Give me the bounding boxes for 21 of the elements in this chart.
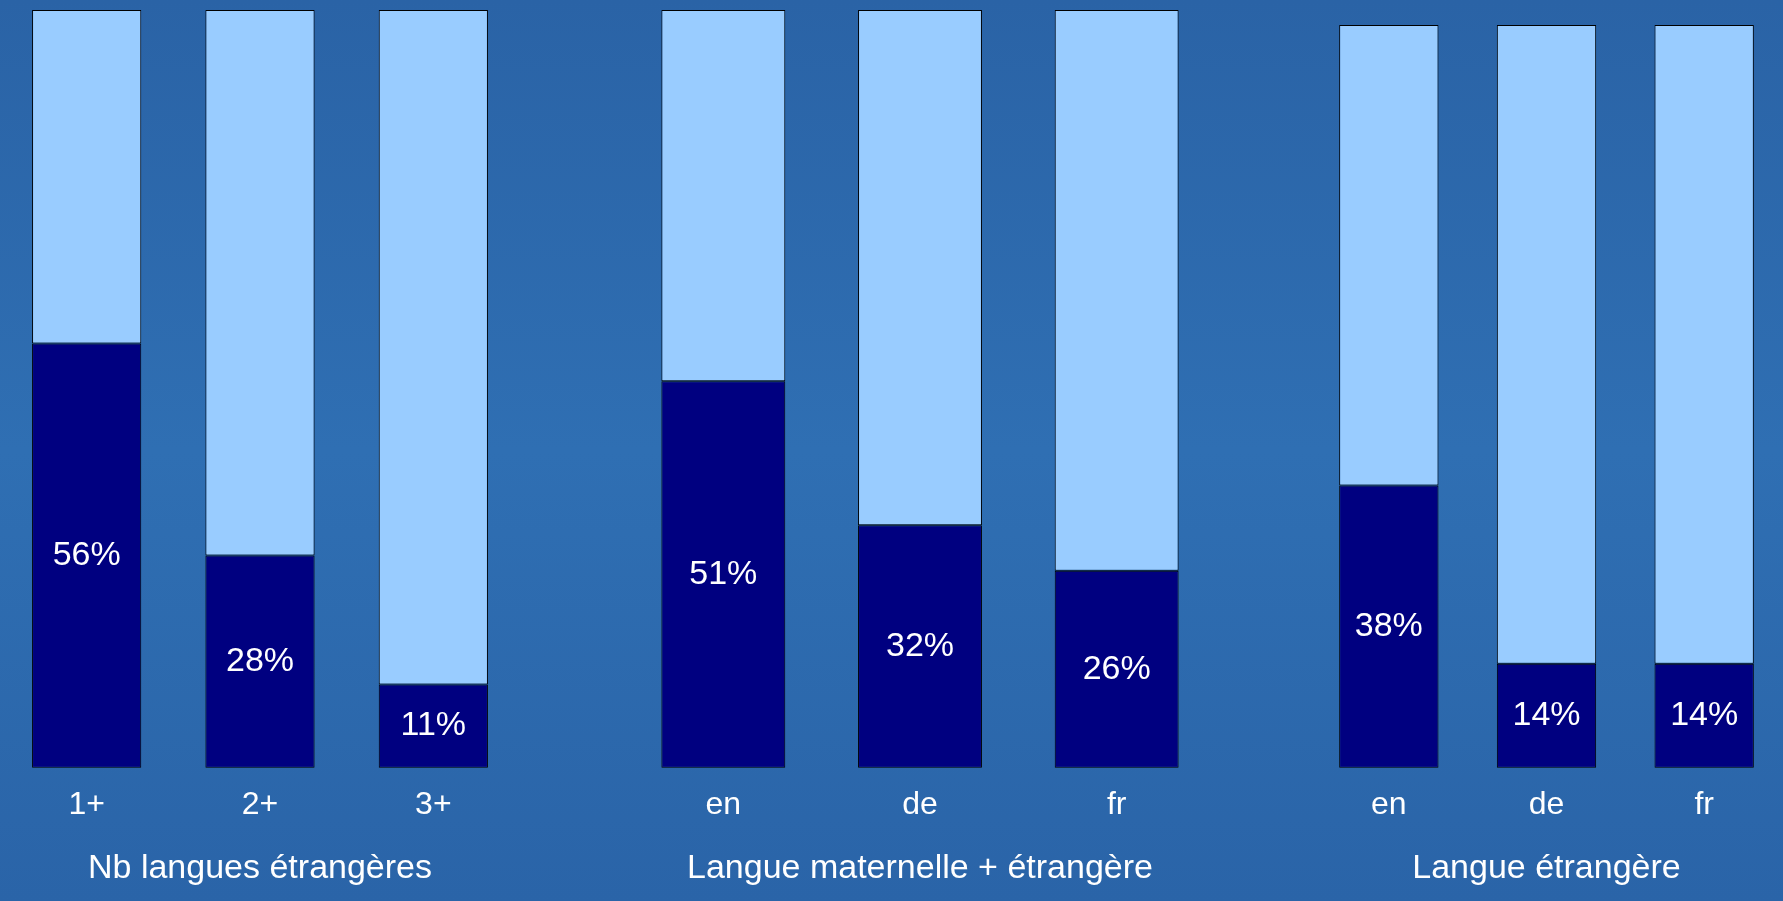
data-label: 26% — [1082, 647, 1151, 686]
x-tick-label: de — [902, 784, 938, 821]
x-tick-label: 1+ — [68, 784, 105, 821]
data-label: 14% — [1512, 694, 1581, 733]
x-tick-label: en — [1371, 784, 1407, 821]
x-tick-label: fr — [1106, 784, 1127, 821]
x-tick-label: fr — [1694, 784, 1715, 821]
x-axis-title: Langue étrangère — [1412, 846, 1681, 885]
x-tick-label: 2+ — [241, 784, 279, 821]
data-label: 11% — [400, 704, 467, 743]
data-label: 14% — [1670, 694, 1739, 733]
data-label: 28% — [225, 640, 295, 679]
x-tick-label: en — [705, 784, 742, 821]
data-label: 56% — [52, 533, 121, 572]
data-label: 38% — [1354, 605, 1423, 644]
data-label: 32% — [885, 624, 955, 663]
data-label: 51% — [689, 552, 758, 591]
x-axis-title: Nb langues étrangères — [87, 846, 433, 885]
x-tick-label: 3+ — [415, 784, 452, 821]
x-axis-title: Langue maternelle + étrangère — [687, 846, 1153, 885]
x-tick-label: de — [1528, 784, 1565, 821]
